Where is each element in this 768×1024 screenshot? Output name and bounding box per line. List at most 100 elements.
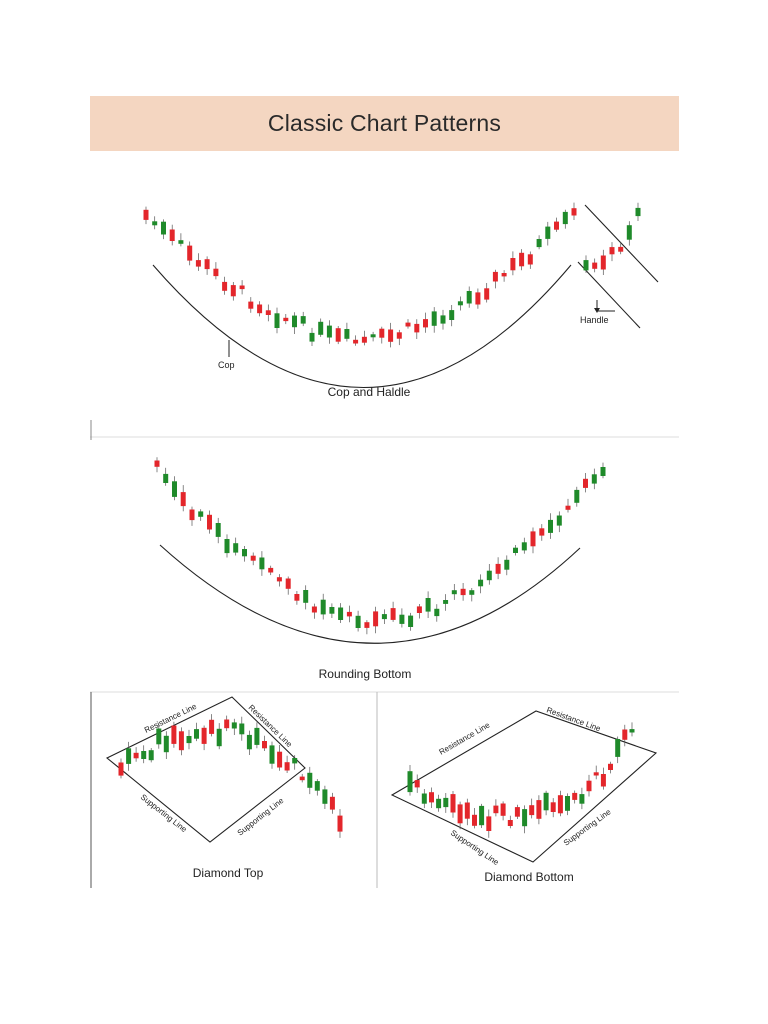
bullish-candle — [574, 489, 580, 503]
bearish-candle — [486, 816, 492, 831]
bullish-candle — [292, 758, 298, 764]
cup-curve — [152, 264, 572, 389]
bullish-candle — [307, 772, 313, 788]
cup-candles — [143, 202, 641, 348]
bearish-candle — [364, 622, 370, 628]
bearish-candle — [539, 528, 545, 536]
bullish-candle — [320, 599, 326, 615]
bullish-candle — [161, 221, 166, 235]
bullish-candle — [479, 805, 485, 826]
bearish-candle — [265, 310, 271, 315]
bearish-candle — [457, 804, 463, 824]
bearish-candle — [608, 763, 613, 770]
bullish-candle — [338, 607, 344, 620]
bullish-candle — [326, 325, 332, 338]
bullish-candle — [163, 473, 169, 483]
bearish-candle — [335, 328, 341, 342]
handle-upper-line — [584, 204, 659, 283]
bearish-candle — [519, 252, 525, 267]
bearish-candle — [583, 478, 588, 488]
bearish-candle — [171, 725, 177, 744]
diamond-top-candles — [118, 714, 343, 838]
bearish-candle — [586, 780, 592, 792]
cup-label: Cop — [218, 360, 235, 370]
bearish-candle — [464, 802, 470, 819]
bullish-candle — [407, 771, 413, 793]
bearish-candle — [600, 774, 606, 787]
bearish-candle — [557, 795, 563, 814]
bullish-candle — [274, 313, 280, 328]
bearish-candle — [118, 762, 124, 776]
title-band: Classic Chart Patterns — [90, 96, 679, 151]
bullish-candle — [239, 723, 245, 735]
bullish-candle — [615, 739, 621, 757]
bullish-candle — [254, 727, 260, 745]
bearish-candle — [622, 729, 628, 740]
bullish-candle — [314, 781, 320, 791]
bullish-candle — [478, 579, 484, 587]
bullish-candle — [486, 570, 492, 581]
bearish-candle — [299, 776, 305, 781]
bearish-candle — [536, 800, 542, 819]
bullish-candle — [565, 796, 570, 811]
diamond-bottom-candles — [407, 722, 635, 838]
bearish-candle — [133, 752, 139, 759]
bearish-candle — [550, 802, 556, 812]
bullish-candle — [318, 321, 324, 335]
bearish-candle — [507, 820, 513, 826]
bullish-candle — [355, 615, 361, 628]
bearish-candle — [414, 323, 420, 333]
bullish-candle — [431, 311, 437, 326]
bullish-candle — [344, 329, 350, 339]
bearish-candle — [472, 814, 477, 826]
rounding-bottom-pattern: Rounding Bottom — [154, 457, 606, 681]
bullish-candle — [399, 614, 405, 624]
diamond-bottom-outline — [390, 710, 658, 863]
bullish-candle — [231, 722, 237, 729]
bearish-candle — [285, 578, 291, 589]
bearish-candle — [361, 336, 367, 343]
bullish-candle — [556, 515, 562, 526]
bearish-candle — [600, 255, 606, 270]
bearish-candle — [248, 301, 254, 309]
bullish-candle — [269, 745, 275, 764]
bullish-candle — [451, 590, 457, 595]
bearish-candle — [416, 606, 422, 613]
bearish-candle — [195, 260, 201, 267]
bullish-candle — [522, 809, 528, 827]
bearish-candle — [268, 567, 274, 573]
bullish-candle — [629, 729, 635, 733]
bearish-candle — [501, 273, 507, 277]
cup-and-handle-pattern: Cop Handle Cop and Haldle — [143, 202, 659, 399]
rounding-candles — [154, 457, 606, 635]
bullish-candle — [440, 315, 446, 324]
bullish-candle — [148, 750, 154, 761]
bullish-candle — [233, 543, 239, 553]
bearish-candle — [178, 731, 184, 751]
bearish-candle — [510, 258, 516, 271]
bearish-candle — [527, 254, 533, 265]
bullish-candle — [216, 728, 222, 747]
bullish-candle — [141, 751, 147, 759]
bearish-candle — [484, 288, 490, 300]
handle-lower-line — [577, 261, 641, 329]
bullish-candle — [408, 615, 414, 627]
bearish-candle — [257, 304, 263, 314]
bearish-candle — [169, 229, 175, 241]
bearish-candle — [565, 505, 571, 510]
bullish-candle — [591, 474, 597, 484]
bearish-candle — [337, 815, 343, 832]
bearish-candle — [187, 245, 193, 261]
bullish-candle — [329, 607, 335, 614]
dtop-resistance-right: Resistance Line — [247, 703, 295, 749]
bullish-candle — [436, 798, 442, 809]
bearish-candle — [593, 772, 599, 776]
bullish-candle — [457, 301, 463, 306]
bearish-candle — [222, 281, 228, 291]
bullish-candle — [562, 211, 568, 225]
bullish-candle — [469, 590, 475, 595]
bullish-candle — [626, 225, 632, 240]
page-title: Classic Chart Patterns — [267, 110, 502, 136]
bearish-candle — [592, 262, 598, 269]
